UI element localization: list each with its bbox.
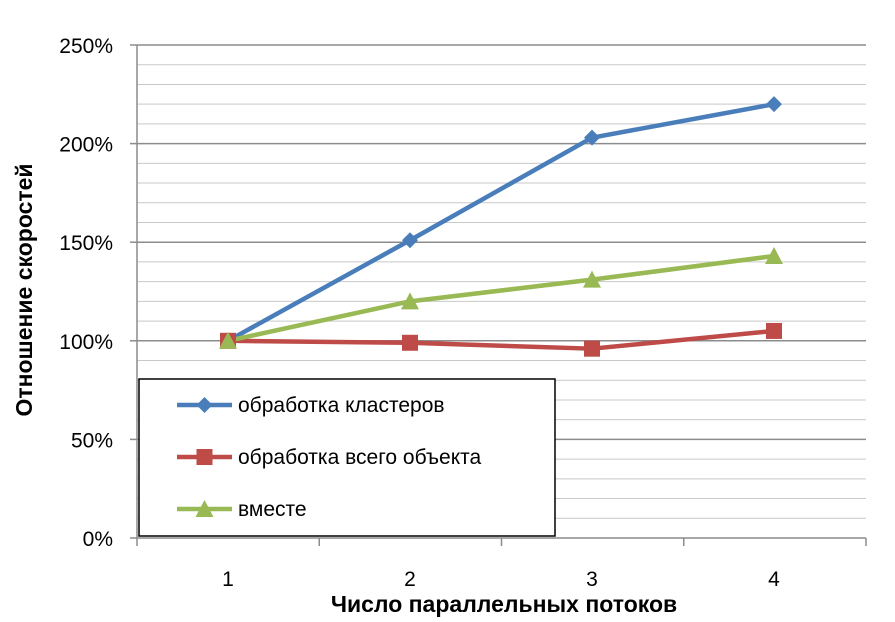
legend-diamond-marker xyxy=(196,397,213,413)
legend-label-whole-object: обработка всего объекта xyxy=(238,446,482,469)
series-0-point-3-marker xyxy=(766,96,782,113)
y-tick-label: 200% xyxy=(59,134,113,157)
series-0-line xyxy=(225,101,777,344)
legend-triangle-marker xyxy=(195,500,214,517)
y-tick-label: 150% xyxy=(59,232,113,255)
series-1-point-3-marker xyxy=(766,322,782,339)
x-tick-label: 1 xyxy=(222,568,234,591)
legend-entry-whole-object: обработка всего объекта xyxy=(177,446,482,469)
y-tick-label: 50% xyxy=(71,429,113,452)
series-2-point-0-marker xyxy=(219,331,237,349)
series-2-point-1-marker xyxy=(401,292,419,310)
y-tick-label: 250% xyxy=(59,35,113,58)
x-tick-label: 2 xyxy=(404,568,416,591)
series-1-point-1-marker xyxy=(402,334,418,351)
legend: обработка кластеров обработка всего объе… xyxy=(138,378,556,537)
series-1-point-2-marker xyxy=(584,340,600,357)
legend-entry-together: вместе xyxy=(177,498,307,521)
series-1-line xyxy=(225,328,777,351)
axes xyxy=(130,44,867,546)
series-0-point-1-marker xyxy=(402,232,418,249)
legend-square-marker xyxy=(196,449,213,465)
series-2-point-3-marker xyxy=(765,247,783,265)
legend-entry-clusters: обработка кластеров xyxy=(177,394,445,417)
x-tick-label: 4 xyxy=(768,568,780,591)
x-tick-labels: 1 2 3 4 xyxy=(222,568,780,591)
data-series xyxy=(219,96,783,357)
y-tick-label: 0% xyxy=(83,528,113,551)
series-2-point-2-marker xyxy=(583,270,601,288)
y-tick-label: 100% xyxy=(59,331,113,354)
x-axis-title: Число параллельных потоков xyxy=(331,591,677,617)
series-2-line xyxy=(225,253,777,344)
y-axis-title: Отношение скоростей xyxy=(11,163,37,416)
y-tick-labels: 0% 50% 100% 150% 200% 250% xyxy=(59,35,113,551)
x-tick-label: 3 xyxy=(586,568,598,591)
series-0-point-2-marker xyxy=(584,129,600,146)
legend-label-clusters: обработка кластеров xyxy=(238,394,445,417)
legend-label-together: вместе xyxy=(238,498,307,521)
